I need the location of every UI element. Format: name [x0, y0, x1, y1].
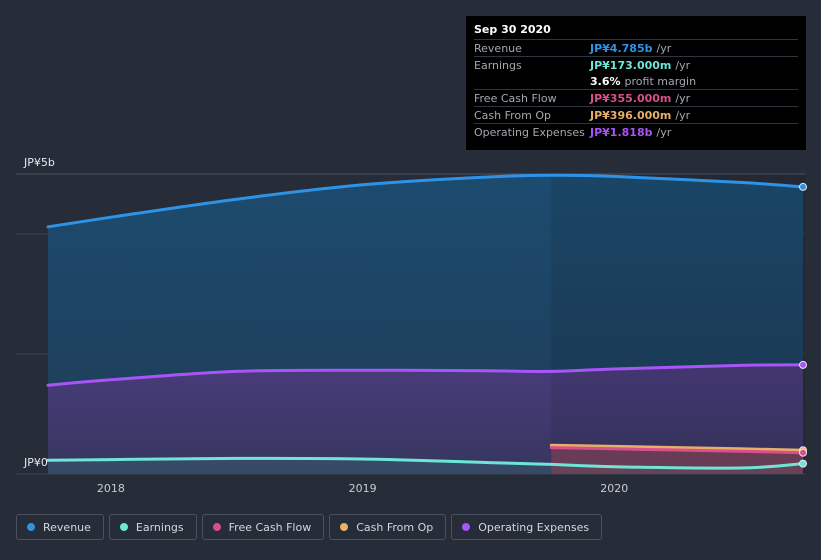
y-tick-label-min: JP¥0 — [23, 456, 48, 469]
line-operating-expenses — [46, 363, 805, 387]
free-cash-flow-dot-icon — [212, 523, 221, 531]
legend-cash-from-op-label: Cash From Op — [356, 520, 434, 534]
y-tick-label-max: JP¥5b — [23, 156, 55, 169]
tooltip-revenue-value: JP¥4.785b — [590, 41, 653, 55]
line-free-cash-flow — [549, 446, 805, 455]
legend-revenue-label: Revenue — [43, 520, 91, 534]
operating-expenses-dot-icon — [462, 523, 471, 531]
end-point-revenue — [799, 182, 807, 191]
x-tick-label: 2019 — [349, 482, 377, 495]
legend-operating-expenses[interactable]: Operating Expenses — [451, 514, 603, 540]
chart-legend: Revenue Earnings Free Cash Flow Cash Fro… — [16, 514, 603, 540]
earnings-dot-icon — [119, 523, 128, 531]
cash-from-op-dot-icon — [340, 523, 349, 531]
tooltip-row-cfo: Cash From Op JP¥396.000m /yr — [474, 106, 798, 123]
tooltip-margin-text: profit margin — [624, 74, 697, 88]
tooltip-margin-value: 3.6% — [590, 74, 621, 88]
axis-labels: JP¥5b JP¥0 2018 2019 2020 — [23, 156, 628, 495]
series-end-points — [799, 182, 807, 468]
legend-operating-expenses-label: Operating Expenses — [478, 520, 590, 534]
tooltip-row-opex: Operating Expenses JP¥1.818b /yr — [474, 123, 798, 140]
tooltip-row-revenue: Revenue JP¥4.785b /yr — [474, 39, 798, 56]
tooltip-earnings-value: JP¥173.000m — [590, 58, 672, 72]
tooltip-earnings-unit: /yr — [675, 58, 691, 72]
line-cash-from-op — [549, 443, 805, 452]
tooltip-revenue-unit: /yr — [656, 41, 672, 55]
area-earnings — [48, 458, 803, 474]
end-point-operating-expenses — [799, 360, 807, 369]
end-point-free-cash-flow — [799, 448, 807, 457]
x-tick-label: 2018 — [97, 482, 125, 495]
tooltip-opex-value: JP¥1.818b — [590, 125, 653, 139]
line-revenue — [46, 173, 805, 229]
revenue-dot-icon — [27, 523, 35, 531]
tooltip-opex-unit: /yr — [656, 125, 672, 139]
legend-earnings-label: Earnings — [135, 520, 184, 534]
past-year-highlight — [551, 174, 805, 474]
series-lines — [46, 173, 805, 470]
tooltip-opex-label: Operating Expenses — [474, 125, 585, 139]
legend-free-cash-flow-label: Free Cash Flow — [228, 520, 312, 534]
tooltip-revenue-label: Revenue — [474, 41, 522, 55]
legend-cash-from-op[interactable]: Cash From Op — [329, 514, 447, 540]
data-tooltip: Sep 30 2020 Revenue JP¥4.785b /yr Earnin… — [466, 16, 806, 150]
tooltip-row-margin: 3.6% profit margin — [474, 73, 798, 89]
tooltip-date: Sep 30 2020 — [474, 23, 551, 36]
tooltip-cfo-label: Cash From Op — [474, 108, 552, 122]
chart-area: JP¥5b JP¥0 2018 2019 2020 — [16, 156, 807, 495]
legend-free-cash-flow[interactable]: Free Cash Flow — [201, 514, 325, 540]
tooltip-fcf-unit: /yr — [675, 91, 691, 105]
tooltip-row-earnings: Earnings JP¥173.000m /yr — [474, 56, 798, 73]
line-earnings — [46, 456, 805, 470]
legend-revenue[interactable]: Revenue — [16, 514, 104, 540]
tooltip-earnings-label: Earnings — [474, 58, 522, 72]
end-point-earnings — [799, 459, 807, 468]
x-tick-label: 2020 — [600, 482, 628, 495]
tooltip-cfo-value: JP¥396.000m — [590, 108, 672, 122]
tooltip-row-fcf: Free Cash Flow JP¥355.000m /yr — [474, 89, 798, 106]
tooltip-fcf-value: JP¥355.000m — [590, 91, 672, 105]
tooltip-cfo-unit: /yr — [675, 108, 691, 122]
legend-earnings[interactable]: Earnings — [108, 514, 197, 540]
tooltip-fcf-label: Free Cash Flow — [474, 91, 557, 105]
